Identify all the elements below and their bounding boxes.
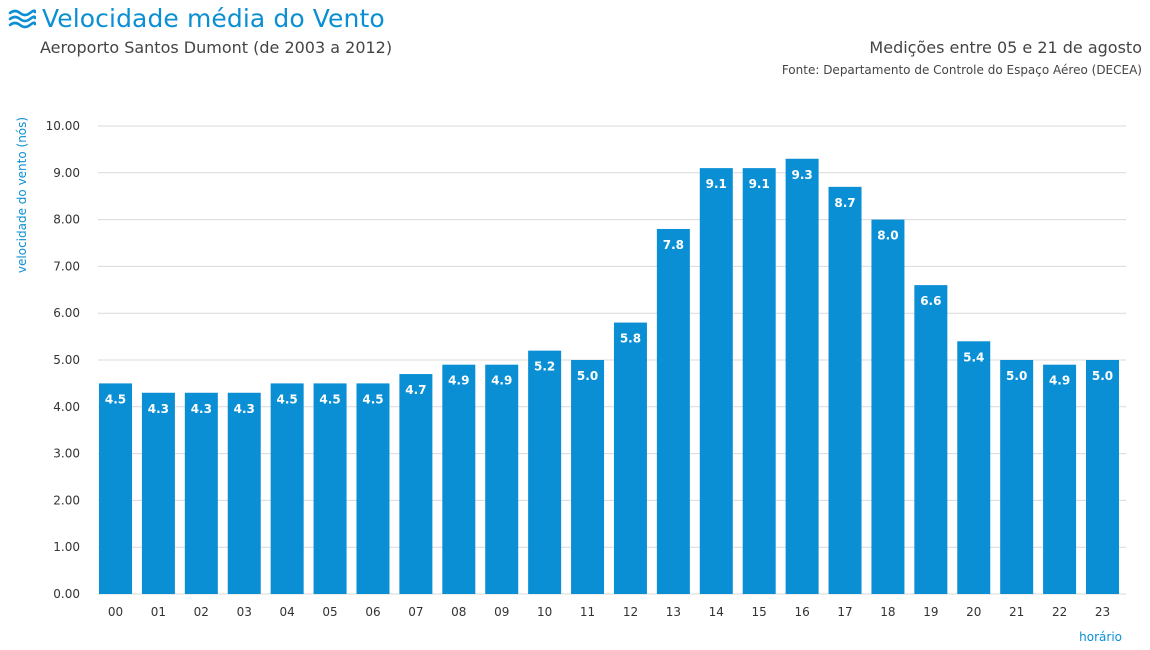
x-tick-label: 10: [537, 605, 552, 619]
bar: [184, 392, 218, 594]
data-labels: 4.5 4.3 4.3 4.3 4.5 4.5 4.5 4.7 4.9 4.9 5.2 5.0 5.8 7…: [105, 168, 1113, 416]
bar: [656, 228, 690, 594]
y-tick-label: 1.00: [53, 540, 80, 554]
data-label: 9.3: [791, 168, 812, 182]
bar: [571, 360, 605, 594]
data-label: 4.3: [234, 402, 255, 416]
data-label: 5.2: [534, 360, 555, 374]
data-label: 8.7: [834, 196, 855, 210]
bar: [528, 350, 562, 594]
x-tick-label: 13: [666, 605, 681, 619]
data-label: 4.5: [105, 392, 126, 406]
data-label: 6.6: [920, 294, 941, 308]
gridlines: [98, 125, 1126, 595]
x-tick-label: 18: [880, 605, 895, 619]
x-tick-label: 12: [623, 605, 638, 619]
data-label: 5.8: [620, 332, 641, 346]
x-tick-label: 16: [794, 605, 809, 619]
data-label: 5.0: [577, 369, 598, 383]
x-tick-label: 23: [1095, 605, 1110, 619]
x-tick-label: 00: [108, 605, 123, 619]
y-tick-label: 4.00: [53, 400, 80, 414]
y-tick-label: 2.00: [53, 493, 80, 507]
y-tick-label: 6.00: [53, 306, 80, 320]
x-tick-label: 02: [194, 605, 209, 619]
data-label: 4.5: [319, 392, 340, 406]
x-tick-label: 04: [280, 605, 295, 619]
data-label: 9.1: [749, 177, 770, 191]
data-label: 5.0: [1006, 369, 1027, 383]
y-axis-ticks: 0.00 1.00 2.00 3.00 4.00 5.00 6.00 7.00 8.00 9.00…: [46, 119, 80, 601]
x-tick-label: 17: [837, 605, 852, 619]
x-tick-label: 21: [1009, 605, 1024, 619]
data-source: Fonte: Departamento de Controle do Espaç…: [781, 63, 1142, 77]
data-label: 9.1: [706, 177, 727, 191]
x-tick-label: 14: [709, 605, 724, 619]
bar: [914, 285, 948, 594]
y-tick-label: 7.00: [53, 259, 80, 273]
bar: [785, 158, 819, 594]
data-label: 4.9: [491, 374, 512, 388]
bar: [742, 168, 776, 594]
x-tick-label: 08: [451, 605, 466, 619]
y-tick-label: 8.00: [53, 213, 80, 227]
x-tick-label: 07: [408, 605, 423, 619]
bar: [1043, 364, 1077, 594]
data-label: 4.7: [405, 383, 426, 397]
bar: [399, 374, 433, 594]
x-tick-label: 05: [322, 605, 337, 619]
bar: [356, 383, 390, 594]
wind-waves-icon: [8, 8, 36, 28]
bar: [699, 168, 733, 594]
bar: [613, 322, 647, 594]
data-label: 4.3: [148, 402, 169, 416]
x-tick-label: 01: [151, 605, 166, 619]
bar: [1086, 360, 1119, 594]
bar: [1000, 360, 1034, 594]
x-tick-label: 19: [923, 605, 938, 619]
x-axis-ticks: 00 01 02 03 04 05 06 07 08 09 10 11 12 13 14 15 16 17 18 19…: [108, 605, 1110, 619]
bar: [442, 364, 476, 594]
bar: [485, 364, 519, 594]
x-tick-label: 11: [580, 605, 595, 619]
bar: [957, 341, 991, 594]
measurement-period: Medições entre 05 e 21 de agosto: [869, 38, 1142, 57]
bar: [313, 383, 347, 594]
bar: [828, 186, 862, 594]
y-tick-label: 10.00: [46, 119, 80, 133]
chart-subtitle: Aeroporto Santos Dumont (de 2003 a 2012): [40, 38, 393, 57]
data-label: 4.9: [448, 374, 469, 388]
bar: [227, 392, 261, 594]
bar: [871, 219, 905, 594]
title-row: Velocidade média do Vento: [8, 4, 385, 33]
y-tick-label: 3.00: [53, 447, 80, 461]
x-axis-title: horário: [1079, 630, 1122, 644]
bar: [141, 392, 175, 594]
bar: [99, 383, 132, 594]
y-tick-label: 5.00: [53, 353, 80, 367]
x-tick-label: 22: [1052, 605, 1067, 619]
bars: [99, 158, 1119, 594]
y-tick-label: 9.00: [53, 166, 80, 180]
data-label: 7.8: [663, 238, 684, 252]
x-tick-label: 09: [494, 605, 509, 619]
data-label: 4.5: [277, 392, 298, 406]
chart-title: Velocidade média do Vento: [42, 4, 385, 33]
data-label: 4.3: [191, 402, 212, 416]
x-tick-label: 20: [966, 605, 981, 619]
data-label: 5.0: [1092, 369, 1113, 383]
data-label: 4.9: [1049, 374, 1070, 388]
data-label: 5.4: [963, 350, 984, 364]
data-label: 4.5: [362, 392, 383, 406]
bar: [270, 383, 304, 594]
y-axis-title: velocidade do vento (nós): [15, 117, 29, 273]
x-tick-label: 06: [365, 605, 380, 619]
data-label: 8.0: [877, 229, 898, 243]
y-tick-label: 0.00: [53, 587, 80, 601]
x-tick-label: 03: [237, 605, 252, 619]
x-tick-label: 15: [752, 605, 767, 619]
